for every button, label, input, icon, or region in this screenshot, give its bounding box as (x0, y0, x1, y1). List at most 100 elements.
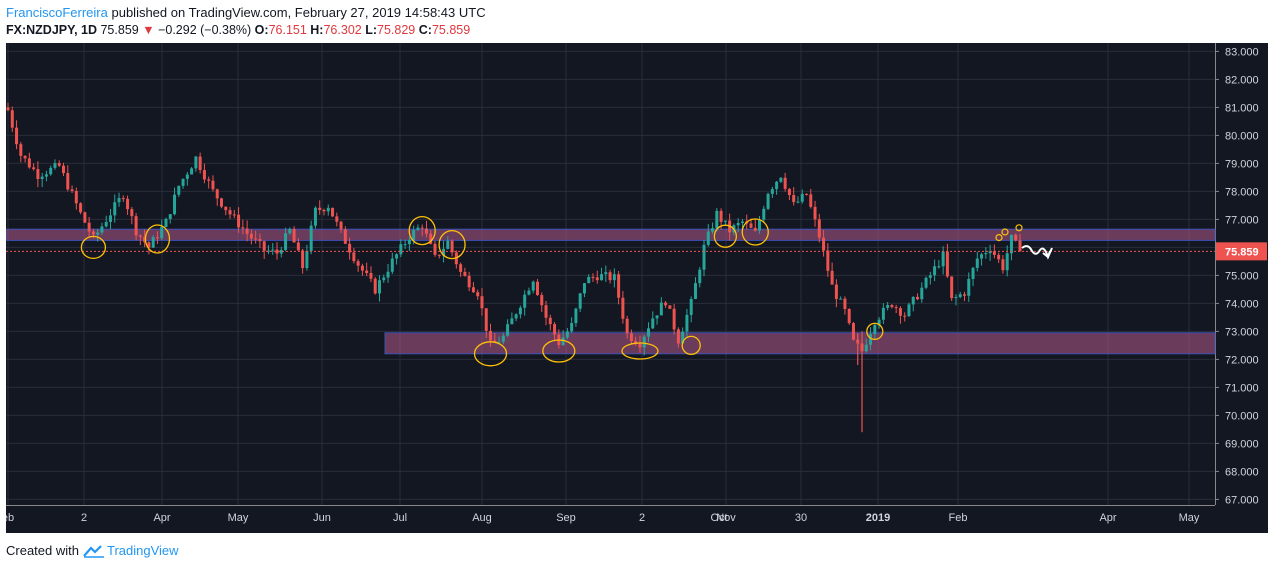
candle-body (962, 294, 966, 296)
candle-body (130, 209, 134, 217)
candle-body (27, 158, 31, 168)
touch-marker (80, 235, 107, 260)
candle (839, 296, 843, 300)
candle (945, 243, 949, 279)
projection-arrow-icon (1021, 245, 1053, 260)
candle-body (305, 250, 309, 269)
candle-body (523, 294, 527, 308)
candle-body (271, 249, 275, 251)
touch-marker (408, 215, 436, 246)
candle (15, 120, 19, 150)
candle (177, 185, 181, 198)
candle-body (83, 212, 87, 223)
candle (916, 293, 920, 301)
candle (523, 290, 527, 316)
time-tick-label: 2 (81, 512, 87, 524)
candle-body (266, 250, 270, 252)
candle (595, 270, 599, 284)
candle-body (612, 274, 616, 281)
candle (792, 187, 796, 206)
candle (352, 247, 356, 264)
candle-body (164, 218, 168, 227)
candle (676, 327, 680, 348)
candle (809, 188, 813, 209)
candle-body (74, 190, 78, 204)
candle-body (390, 258, 394, 272)
candle-body (672, 308, 676, 330)
candle (830, 262, 834, 285)
candle (476, 289, 480, 300)
touch-marker-small (1015, 224, 1023, 232)
candle (74, 187, 78, 210)
support-resistance-zone (6, 228, 1216, 241)
support-resistance-zone (384, 332, 1216, 355)
candle (907, 302, 911, 318)
candle (87, 216, 91, 237)
candle (365, 262, 369, 277)
candle-body (23, 155, 27, 159)
candle-body (723, 220, 727, 222)
candle (600, 267, 604, 281)
candle-body (87, 222, 91, 232)
candle (847, 308, 851, 325)
candle (369, 266, 373, 283)
candle-body (66, 173, 70, 190)
candle-body (1005, 253, 1009, 271)
candle-body (817, 219, 821, 238)
candle (898, 306, 902, 324)
candle-body (1014, 234, 1018, 241)
candle-body (459, 264, 463, 272)
candle-body (839, 298, 843, 300)
time-tick-label: Apr (1099, 512, 1116, 524)
candle-body (96, 232, 100, 235)
candle (83, 211, 87, 224)
candle (634, 336, 638, 346)
candle (155, 231, 159, 245)
candle (950, 276, 954, 301)
candle (399, 239, 403, 258)
candle (194, 155, 198, 172)
candle (471, 282, 475, 293)
candle-body (412, 230, 416, 240)
price-tick-label: 68.000 (1225, 466, 1259, 478)
candle-body (706, 231, 710, 245)
price-tick-label: 74.000 (1225, 298, 1259, 310)
close-label: C: (418, 23, 432, 37)
candle (762, 205, 766, 222)
candle (612, 268, 616, 288)
candle (527, 287, 531, 296)
candle-body (424, 228, 428, 234)
candle-body (237, 214, 241, 228)
candle (834, 279, 838, 308)
tradingview-link[interactable]: TradingView (106, 543, 179, 558)
author-link[interactable]: FranciscoFerreira (6, 5, 108, 20)
candle (651, 311, 655, 330)
candle (301, 248, 305, 274)
candle-body (232, 214, 236, 216)
candle-body (463, 271, 467, 276)
candle (971, 266, 975, 287)
price-tick-label: 79.000 (1225, 158, 1259, 170)
candle (467, 271, 471, 292)
candle (117, 192, 121, 207)
candle-body (711, 228, 715, 232)
candle-body (348, 243, 352, 253)
candle-body (1018, 240, 1022, 252)
last-price: 75.859 (100, 23, 139, 37)
candle (591, 273, 595, 282)
candle-body (309, 225, 313, 251)
candle (1005, 245, 1009, 277)
candle (284, 227, 288, 252)
candle-body (561, 337, 565, 345)
candle-body (433, 243, 437, 255)
candle-body (634, 341, 638, 344)
candle-body (373, 278, 377, 294)
candle-body (467, 275, 471, 288)
candle (796, 196, 800, 204)
touch-marker (542, 339, 576, 363)
candle (903, 312, 907, 322)
candle (928, 271, 932, 285)
candle (933, 259, 937, 282)
candle-body (813, 206, 817, 220)
price-chart[interactable]: 83.000 82.000 81.000 80.000 79.000 78.000 77.0… (6, 43, 1268, 533)
